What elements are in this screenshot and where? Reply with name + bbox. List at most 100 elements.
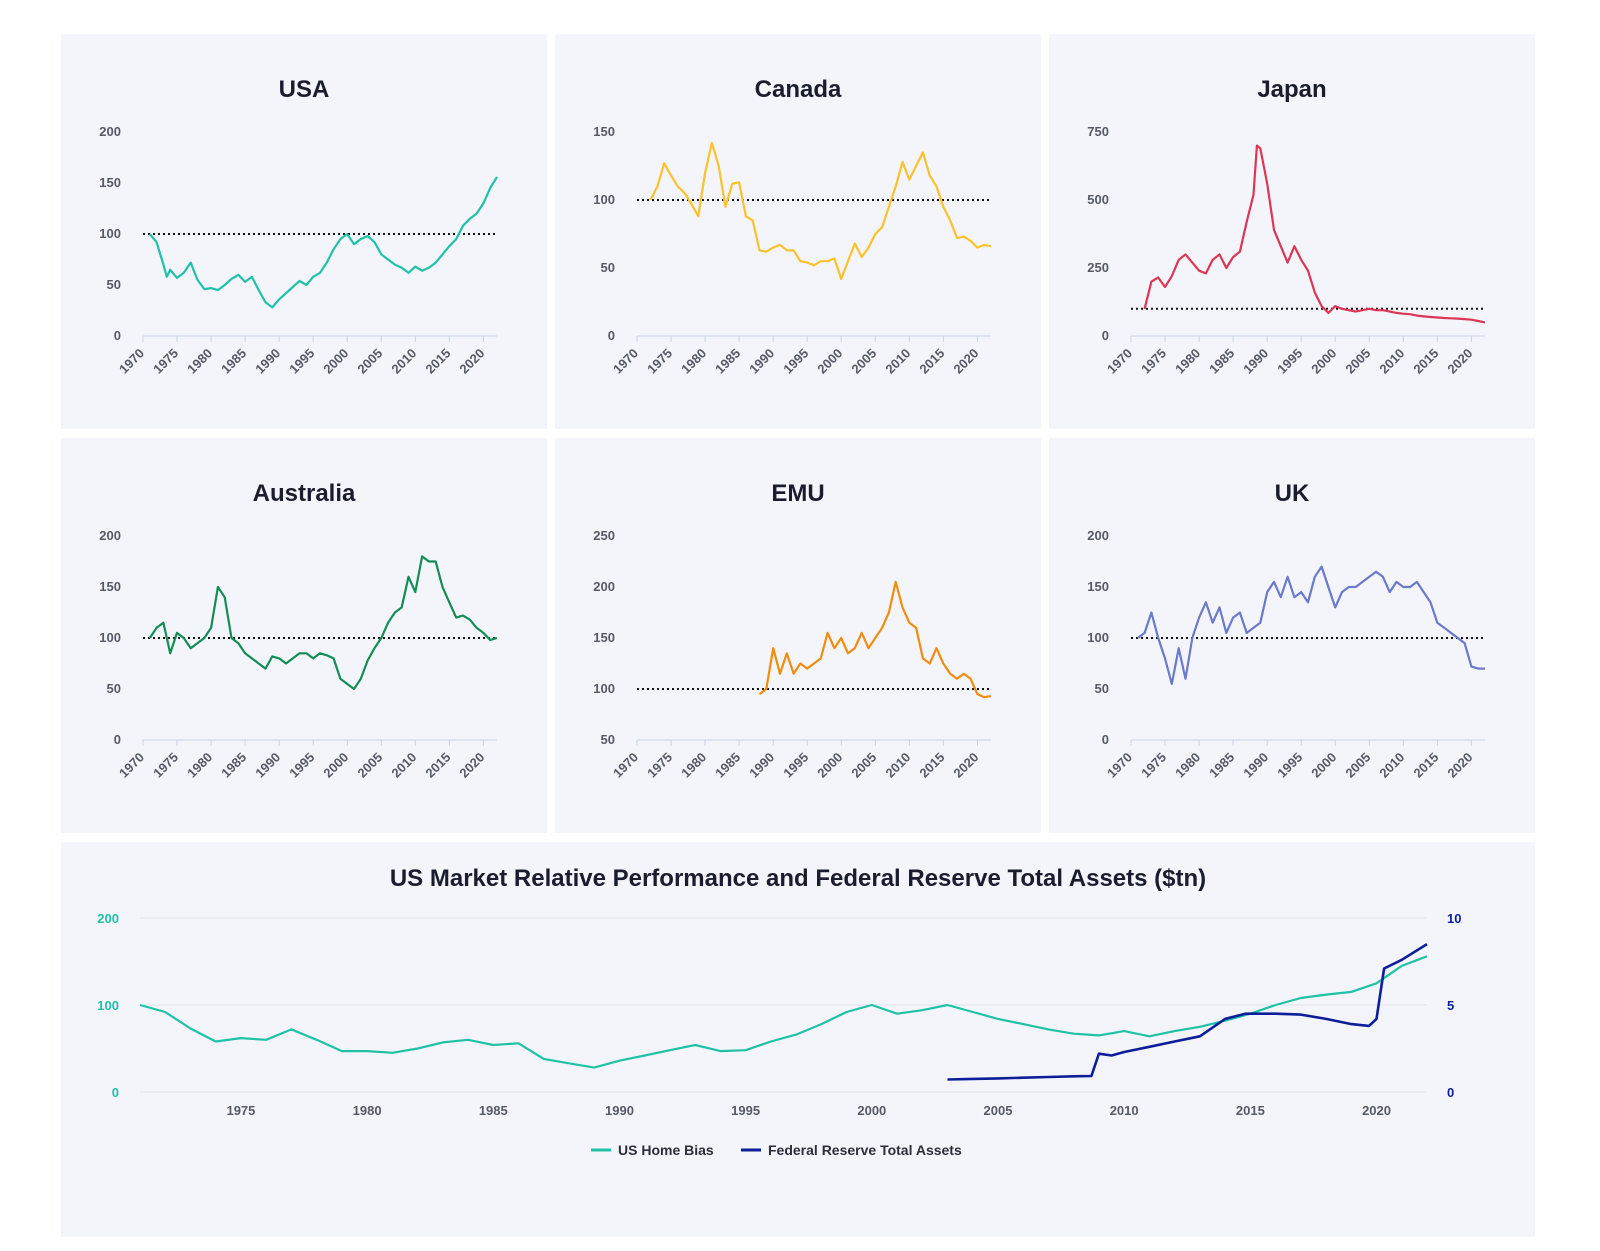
usa-y-tick-100: 100: [99, 226, 121, 241]
uk-x-tick-1980: 1980: [1172, 750, 1203, 781]
usa-x-tick-1980: 1980: [184, 346, 215, 377]
canada-y-tick-150: 150: [593, 124, 615, 139]
emu-x-tick-1985: 1985: [712, 750, 743, 781]
usa-x-tick-2005: 2005: [354, 346, 385, 377]
japan-y-tick-250: 250: [1087, 260, 1109, 275]
australia-x-tick-1970: 1970: [116, 750, 147, 781]
uk-series-line: [1137, 565, 1485, 685]
us-fed-x-tick-2000: 2000: [857, 1103, 886, 1118]
uk-x-tick-2020: 2020: [1444, 750, 1475, 781]
uk-x-tick-1970: 1970: [1104, 750, 1135, 781]
us-fed-series-federal-reserve-total-assets: [947, 942, 1428, 1081]
us-fed-y2-tick-10: 10: [1447, 911, 1461, 926]
emu-series-line: [758, 580, 992, 699]
japan-x-tick-1980: 1980: [1172, 346, 1203, 377]
usa-x-tick-1975: 1975: [150, 346, 181, 377]
emu-x-tick-1995: 1995: [780, 750, 811, 781]
australia-y-tick-0: 0: [114, 732, 121, 747]
us-fed-y-tick-200: 200: [97, 911, 119, 926]
australia-y-tick-150: 150: [99, 579, 121, 594]
emu-x-tick-1975: 1975: [644, 750, 675, 781]
us-fed-x-tick-1975: 1975: [226, 1103, 255, 1118]
emu-y-tick-150: 150: [593, 630, 615, 645]
us-fed-x-tick-2005: 2005: [984, 1103, 1013, 1118]
usa-x-tick-1990: 1990: [252, 346, 283, 377]
us-fed-x-tick-1995: 1995: [731, 1103, 760, 1118]
chart-panel-uk: UK 0 50 100 150 200 1970 1975 1980 1985 1990 1995 20…: [1049, 438, 1535, 833]
us-fed-y2-tick-0: 0: [1447, 1085, 1454, 1100]
uk-x-tick-1990: 1990: [1240, 750, 1271, 781]
usa-y-tick-200: 200: [99, 124, 121, 139]
chart-panel-japan: Japan 0 250 500 750 1970 1975 1980 1985 1990 1995 2…: [1049, 34, 1535, 429]
emu-x-tick-2020: 2020: [950, 750, 981, 781]
japan-x-tick-1990: 1990: [1240, 346, 1271, 377]
canada-x-tick-2000: 2000: [814, 346, 845, 377]
chart-us-fed: US Market Relative Performance and Feder…: [97, 865, 1461, 1158]
emu-y-tick-50: 50: [601, 732, 615, 747]
canada-y-tick-50: 50: [601, 260, 615, 275]
canada-x-tick-1995: 1995: [780, 346, 811, 377]
uk-x-tick-2010: 2010: [1376, 750, 1407, 781]
australia-x-tick-2020: 2020: [456, 750, 487, 781]
emu-x-tick-1990: 1990: [746, 750, 777, 781]
australia-x-tick-1995: 1995: [286, 750, 317, 781]
japan-x-tick-2020: 2020: [1444, 346, 1475, 377]
japan-y-tick-750: 750: [1087, 124, 1109, 139]
chart-emu: EMU 50 100 150 200 250 1970 1975 1980 1985 1990 199…: [593, 480, 992, 781]
usa-x-tick-2020: 2020: [456, 346, 487, 377]
australia-x-tick-2015: 2015: [422, 750, 453, 781]
uk-x-tick-2000: 2000: [1308, 750, 1339, 781]
usa-x-tick-1985: 1985: [218, 346, 249, 377]
japan-y-tick-0: 0: [1102, 328, 1109, 343]
us-fed-x-tick-2020: 2020: [1362, 1103, 1391, 1118]
us-fed-y-tick-0: 0: [112, 1085, 119, 1100]
canada-x-tick-1980: 1980: [678, 346, 709, 377]
emu-x-tick-2010: 2010: [882, 750, 913, 781]
usa-x-tick-2010: 2010: [388, 346, 419, 377]
usa-title: USA: [279, 76, 330, 103]
uk-y-tick-0: 0: [1102, 732, 1109, 747]
uk-y-tick-150: 150: [1087, 579, 1109, 594]
uk-y-tick-100: 100: [1087, 630, 1109, 645]
legend-label-federal-reserve-total-assets: Federal Reserve Total Assets: [768, 1142, 962, 1158]
japan-x-tick-2000: 2000: [1308, 346, 1339, 377]
us-fed-x-tick-2010: 2010: [1110, 1103, 1139, 1118]
australia-y-tick-200: 200: [99, 528, 121, 543]
uk-x-tick-2005: 2005: [1342, 750, 1373, 781]
japan-x-tick-1970: 1970: [1104, 346, 1135, 377]
canada-x-tick-2020: 2020: [950, 346, 981, 377]
chart-panel-usa: USA 0 50 100 150 200 1970 1975 1980 1985 1990 1995 2…: [61, 34, 547, 429]
canada-x-tick-2005: 2005: [848, 346, 879, 377]
usa-y-tick-0: 0: [114, 328, 121, 343]
canada-y-tick-0: 0: [608, 328, 615, 343]
canada-y-tick-100: 100: [593, 192, 615, 207]
usa-series-line: [148, 176, 498, 309]
emu-y-tick-100: 100: [593, 681, 615, 696]
us-fed-y2-tick-5: 5: [1447, 998, 1454, 1013]
emu-x-tick-2005: 2005: [848, 750, 879, 781]
emu-y-tick-200: 200: [593, 579, 615, 594]
japan-x-tick-2015: 2015: [1410, 346, 1441, 377]
chart-panel-emu: EMU 50 100 150 200 250 1970 1975 1980 1985 1990 199…: [555, 438, 1041, 833]
chart-panel-us-fed: US Market Relative Performance and Feder…: [61, 842, 1535, 1237]
australia-x-tick-2005: 2005: [354, 750, 385, 781]
australia-y-tick-50: 50: [107, 681, 121, 696]
japan-x-tick-1985: 1985: [1206, 346, 1237, 377]
australia-x-tick-1985: 1985: [218, 750, 249, 781]
us-fed-x-tick-1980: 1980: [353, 1103, 382, 1118]
australia-x-tick-1975: 1975: [150, 750, 181, 781]
emu-y-tick-250: 250: [593, 528, 615, 543]
us-fed-x-tick-2015: 2015: [1236, 1103, 1265, 1118]
emu-x-tick-2000: 2000: [814, 750, 845, 781]
canada-x-tick-2010: 2010: [882, 346, 913, 377]
chart-panel-australia: Australia 0 50 100 150 200 1970 1975 1980 1985 199…: [61, 438, 547, 833]
us-fed-title: US Market Relative Performance and Feder…: [390, 865, 1206, 892]
japan-x-tick-1975: 1975: [1138, 346, 1169, 377]
japan-y-tick-500: 500: [1087, 192, 1109, 207]
us-fed-y-tick-100: 100: [97, 998, 119, 1013]
usa-x-tick-1970: 1970: [116, 346, 147, 377]
japan-series-line: [1143, 144, 1486, 324]
